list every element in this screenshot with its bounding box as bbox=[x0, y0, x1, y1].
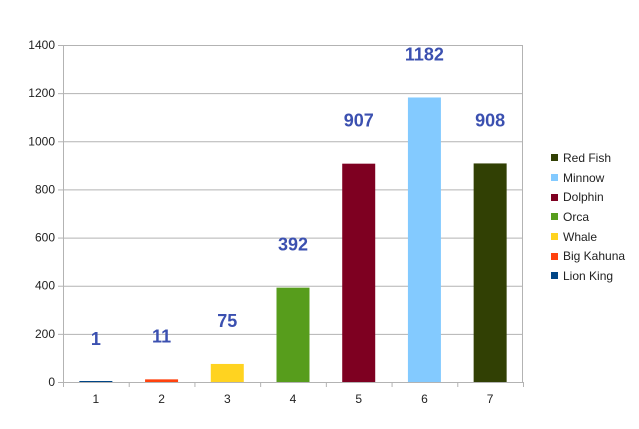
legend-swatch bbox=[551, 233, 558, 241]
bar-red-fish bbox=[473, 163, 507, 382]
y-tick-label: 600 bbox=[35, 231, 55, 245]
bar-whale bbox=[210, 363, 244, 382]
legend-item: Whale bbox=[551, 227, 625, 247]
y-tick-label: 200 bbox=[35, 327, 55, 341]
data-label: 1 bbox=[91, 329, 101, 349]
legend-item: Minnow bbox=[551, 168, 625, 188]
legend-label: Dolphin bbox=[563, 190, 604, 205]
legend-label: Big Kahuna bbox=[563, 249, 626, 264]
x-tick-label: 6 bbox=[421, 392, 428, 406]
bar-lion-king bbox=[79, 381, 113, 382]
y-tick-label: 0 bbox=[48, 375, 55, 389]
legend-label: Whale bbox=[563, 229, 598, 244]
x-tick-label: 3 bbox=[224, 392, 231, 406]
data-label: 908 bbox=[475, 110, 505, 130]
legend-label: Minnow bbox=[563, 170, 605, 185]
legend-label: Lion King bbox=[563, 268, 614, 283]
x-tick-label: 2 bbox=[158, 392, 165, 406]
bar-dolphin bbox=[342, 163, 376, 382]
legend-label: Red Fish bbox=[563, 150, 612, 165]
legend-item: Red Fish bbox=[551, 148, 625, 168]
legend-swatch bbox=[551, 154, 558, 162]
y-tick-label: 1400 bbox=[28, 38, 55, 52]
legend-swatch bbox=[551, 174, 558, 182]
y-tick-label: 800 bbox=[35, 182, 55, 196]
data-label: 907 bbox=[344, 111, 374, 131]
legend: Red Fish Minnow Dolphin Orca Whale Big Kahuna… bbox=[551, 148, 625, 286]
data-label: 392 bbox=[278, 235, 308, 255]
x-tick-label: 5 bbox=[355, 392, 362, 406]
legend-item: Dolphin bbox=[551, 187, 625, 207]
bar-orca bbox=[276, 287, 310, 382]
bars bbox=[79, 97, 507, 383]
legend-swatch bbox=[551, 213, 558, 221]
data-label: 11 bbox=[152, 326, 171, 346]
axes: 0 200 400 600 800 1000 1200 1400 1 2 3 4 5 6 7 bbox=[28, 38, 524, 406]
x-tick-label: 4 bbox=[290, 392, 297, 406]
legend-item: Lion King bbox=[551, 266, 625, 286]
y-tick-label: 1000 bbox=[28, 134, 55, 148]
legend-swatch bbox=[551, 193, 558, 201]
bar-big-kahuna bbox=[145, 379, 179, 382]
data-label: 1182 bbox=[405, 44, 444, 64]
plot-area-frame bbox=[63, 45, 523, 383]
x-tick-label: 1 bbox=[93, 392, 100, 406]
x-tick-label: 7 bbox=[487, 392, 494, 406]
legend-swatch bbox=[551, 252, 558, 260]
legend-swatch bbox=[551, 272, 558, 280]
legend-label: Orca bbox=[563, 209, 590, 224]
y-tick-label: 1200 bbox=[28, 86, 55, 100]
y-tick-label: 400 bbox=[35, 279, 55, 293]
bar-minnow bbox=[407, 97, 441, 383]
data-label: 75 bbox=[217, 311, 237, 331]
legend-item: Big Kahuna bbox=[551, 246, 625, 266]
legend-item: Orca bbox=[551, 207, 625, 227]
